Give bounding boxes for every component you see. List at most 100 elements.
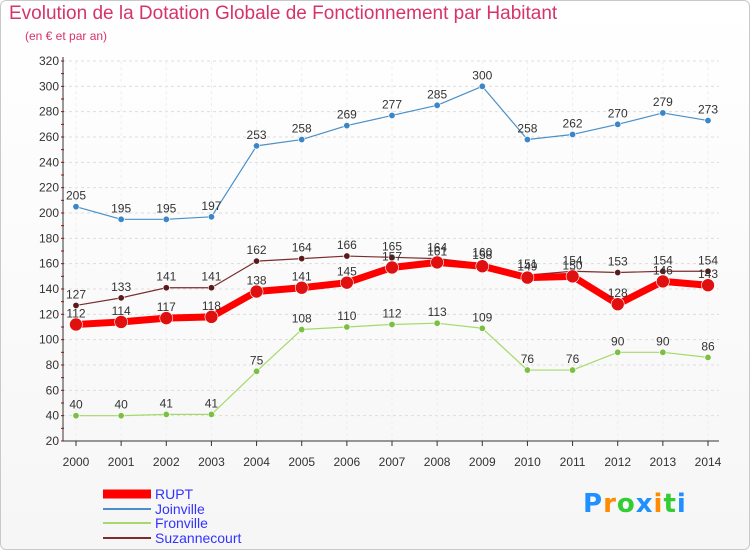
data-label-fronville: 40 bbox=[69, 398, 83, 412]
data-label-suzannecourt: 141 bbox=[201, 270, 221, 284]
data-point-joinville bbox=[614, 120, 622, 128]
x-tick-label: 2000 bbox=[63, 455, 90, 469]
data-point-rupt bbox=[475, 259, 490, 274]
data-point-fronville bbox=[343, 323, 351, 331]
data-label-fronville: 110 bbox=[337, 309, 356, 323]
y-tick-label: 60 bbox=[46, 383, 60, 397]
y-tick-label: 120 bbox=[39, 307, 59, 321]
chart-subtitle: (en € et par an) bbox=[25, 29, 108, 43]
data-label-suzannecourt: 154 bbox=[698, 253, 718, 267]
y-tick-label: 320 bbox=[39, 54, 59, 68]
data-point-suzannecourt bbox=[298, 255, 306, 263]
data-label-suzannecourt: 160 bbox=[472, 246, 492, 260]
proxiti-logo: Proxiti bbox=[583, 489, 687, 519]
x-tick-label: 2013 bbox=[650, 455, 677, 469]
data-point-fronville bbox=[162, 410, 170, 418]
data-point-rupt bbox=[430, 255, 444, 270]
data-point-suzannecourt bbox=[614, 269, 622, 277]
x-tick-label: 2003 bbox=[198, 455, 225, 469]
data-label-suzannecourt: 165 bbox=[382, 239, 402, 253]
data-point-fronville bbox=[614, 348, 622, 356]
data-point-fronville bbox=[478, 324, 486, 332]
data-label-fronville: 75 bbox=[250, 353, 264, 367]
data-point-joinville bbox=[704, 117, 712, 125]
data-label-suzannecourt: 153 bbox=[608, 255, 628, 269]
data-point-rupt bbox=[610, 297, 625, 312]
data-label-rupt: 112 bbox=[66, 306, 85, 320]
data-point-fronville bbox=[253, 367, 261, 375]
data-label-fronville: 112 bbox=[382, 306, 401, 320]
x-tick-label: 2002 bbox=[153, 455, 180, 469]
data-point-rupt bbox=[656, 274, 670, 289]
data-label-joinville: 253 bbox=[247, 128, 267, 142]
data-label-joinville: 285 bbox=[427, 87, 447, 101]
x-tick-label: 2014 bbox=[695, 455, 722, 469]
y-tick-label: 160 bbox=[39, 257, 59, 271]
data-label-rupt: 158 bbox=[472, 248, 492, 262]
data-point-rupt bbox=[520, 270, 535, 285]
data-point-joinville bbox=[659, 109, 667, 117]
data-point-rupt bbox=[159, 311, 174, 325]
data-label-joinville: 262 bbox=[563, 116, 583, 130]
data-point-joinville bbox=[433, 101, 441, 109]
data-point-suzannecourt bbox=[704, 267, 712, 275]
y-tick-label: 100 bbox=[39, 333, 59, 347]
x-tick-label: 2004 bbox=[243, 455, 270, 469]
x-tick-label: 2006 bbox=[334, 455, 361, 469]
data-point-fronville bbox=[659, 348, 667, 356]
data-point-suzannecourt bbox=[207, 284, 215, 292]
data-point-joinville bbox=[478, 82, 486, 90]
data-point-joinville bbox=[72, 203, 80, 211]
data-point-rupt bbox=[249, 284, 264, 299]
data-label-fronville: 41 bbox=[205, 396, 219, 410]
logo-letter: o bbox=[616, 489, 636, 519]
data-point-rupt bbox=[114, 315, 128, 329]
data-point-joinville bbox=[343, 122, 351, 130]
logo-letter: t bbox=[663, 489, 677, 519]
data-label-suzannecourt: 166 bbox=[337, 238, 357, 252]
x-tick-label: 2005 bbox=[288, 455, 315, 469]
data-label-joinville: 300 bbox=[472, 68, 492, 82]
data-label-suzannecourt: 151 bbox=[517, 257, 537, 271]
x-tick-label: 2009 bbox=[469, 455, 496, 469]
data-label-rupt: 149 bbox=[517, 260, 537, 274]
data-point-joinville bbox=[569, 130, 577, 138]
data-point-joinville bbox=[523, 136, 531, 144]
legend-label-fronville: Fronville bbox=[155, 515, 208, 531]
data-label-rupt: 128 bbox=[608, 286, 628, 300]
data-point-joinville bbox=[117, 215, 125, 223]
data-label-fronville: 109 bbox=[472, 310, 492, 324]
y-tick-label: 180 bbox=[39, 231, 59, 245]
data-label-joinville: 195 bbox=[111, 201, 131, 215]
data-label-rupt: 157 bbox=[382, 249, 402, 263]
data-label-rupt: 114 bbox=[112, 304, 131, 318]
data-label-fronville: 86 bbox=[701, 339, 715, 353]
data-point-rupt bbox=[340, 275, 354, 290]
y-tick-label: 80 bbox=[46, 358, 60, 372]
legend-label-joinville: Joinville bbox=[155, 500, 205, 517]
x-tick-label: 2008 bbox=[424, 455, 451, 469]
data-point-fronville bbox=[388, 320, 396, 328]
data-label-suzannecourt: 141 bbox=[156, 270, 176, 284]
logo-letter: x bbox=[635, 489, 654, 519]
data-point-fronville bbox=[433, 319, 441, 327]
y-tick-label: 220 bbox=[39, 181, 59, 195]
data-label-suzannecourt: 154 bbox=[563, 253, 583, 267]
y-tick-label: 280 bbox=[39, 105, 59, 119]
x-tick-label: 2011 bbox=[560, 455, 586, 469]
data-label-joinville: 277 bbox=[382, 97, 402, 111]
data-point-fronville bbox=[298, 326, 306, 334]
data-label-joinville: 269 bbox=[337, 108, 357, 122]
logo-letter: r bbox=[603, 489, 617, 519]
data-label-fronville: 90 bbox=[656, 334, 670, 348]
data-point-rupt bbox=[204, 310, 219, 324]
data-point-rupt bbox=[565, 269, 580, 284]
data-label-rupt: 118 bbox=[202, 299, 221, 313]
data-point-joinville bbox=[388, 111, 396, 119]
x-tick-label: 2012 bbox=[604, 455, 631, 469]
legend-swatch-rupt bbox=[103, 489, 151, 499]
data-point-rupt bbox=[294, 280, 309, 295]
data-point-rupt bbox=[701, 278, 715, 293]
